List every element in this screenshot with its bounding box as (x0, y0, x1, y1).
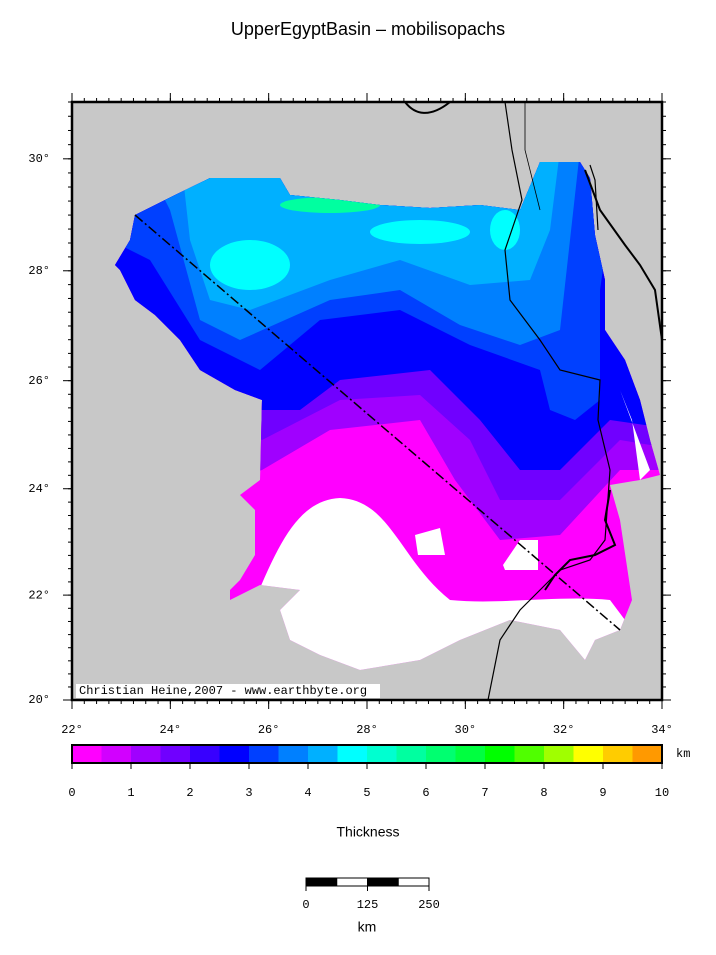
y-tick-label: 30° (28, 152, 50, 166)
colorbar-tick-label: 8 (540, 786, 547, 800)
colorbar-segment (514, 745, 545, 763)
x-tick-label: 34° (651, 723, 673, 737)
colorbar-segment (426, 745, 456, 763)
scale-bar-segment (305, 877, 338, 887)
colorbar-segment (485, 745, 515, 763)
colorbar-segment (573, 745, 604, 763)
colorbar-tick-label: 9 (599, 786, 606, 800)
colorbar-segment (131, 745, 161, 763)
y-tick-label: 24° (28, 482, 50, 496)
colorbar-tick-label: 10 (655, 786, 669, 800)
colorbar-tick-label: 1 (127, 786, 134, 800)
credit: Christian Heine,2007 - www.earthbyte.org (79, 684, 367, 698)
colorbar-segment (455, 745, 486, 763)
colorbar-tick-label: 7 (481, 786, 488, 800)
y-tick-label: 28° (28, 264, 50, 278)
credit-box (76, 684, 380, 698)
colorbar-segment (190, 745, 220, 763)
y-tick-label: 20° (28, 693, 50, 707)
colorbar-segment (544, 745, 574, 763)
colorbar-segment (72, 745, 102, 763)
colorbar-unit: km (676, 747, 690, 761)
scale-bar-segment (367, 877, 399, 887)
colorbar-segment (101, 745, 132, 763)
x-tick-label: 30° (455, 723, 477, 737)
x-tick-label: 32° (553, 723, 575, 737)
colorbar-tick-label: 3 (245, 786, 252, 800)
colorbar-tick-label: 0 (68, 786, 75, 800)
colorbar-segment (160, 745, 191, 763)
colorbar-tick-label: 5 (363, 786, 370, 800)
colorbar-tick-label: 4 (304, 786, 311, 800)
colorbar-tick-label: 6 (422, 786, 429, 800)
colorbar-segment (337, 745, 368, 763)
colorbar-segment (603, 745, 633, 763)
colorbar-segment (308, 745, 338, 763)
title: UpperEgyptBasin – mobilisopachs (231, 19, 505, 39)
y-tick-label: 26° (28, 374, 50, 388)
x-tick-label: 24° (160, 723, 182, 737)
colorbar-segment (632, 745, 663, 763)
borders-and-rivers (134, 102, 662, 700)
colorbar-segment (367, 745, 397, 763)
x-tick-label: 22° (61, 723, 83, 737)
scale-unit: km (358, 919, 377, 935)
colorbar-tick-label: 2 (186, 786, 193, 800)
x-tick-label: 28° (356, 723, 378, 737)
colorbar-label: Thickness (336, 824, 399, 840)
scale-tick-label: 0 (302, 898, 309, 912)
colorbar-segment (249, 745, 279, 763)
y-tick-label: 22° (28, 588, 50, 602)
scale-bar-segment (336, 877, 368, 887)
isopach-fill (115, 162, 660, 670)
colorbar-segment (219, 745, 250, 763)
colorbar-segment (396, 745, 427, 763)
x-tick-label: 26° (258, 723, 280, 737)
scale-tick-label: 125 (357, 898, 379, 912)
scale-bar-segment (397, 877, 430, 887)
colorbar-segment (278, 745, 309, 763)
scale-tick-label: 250 (418, 898, 440, 912)
